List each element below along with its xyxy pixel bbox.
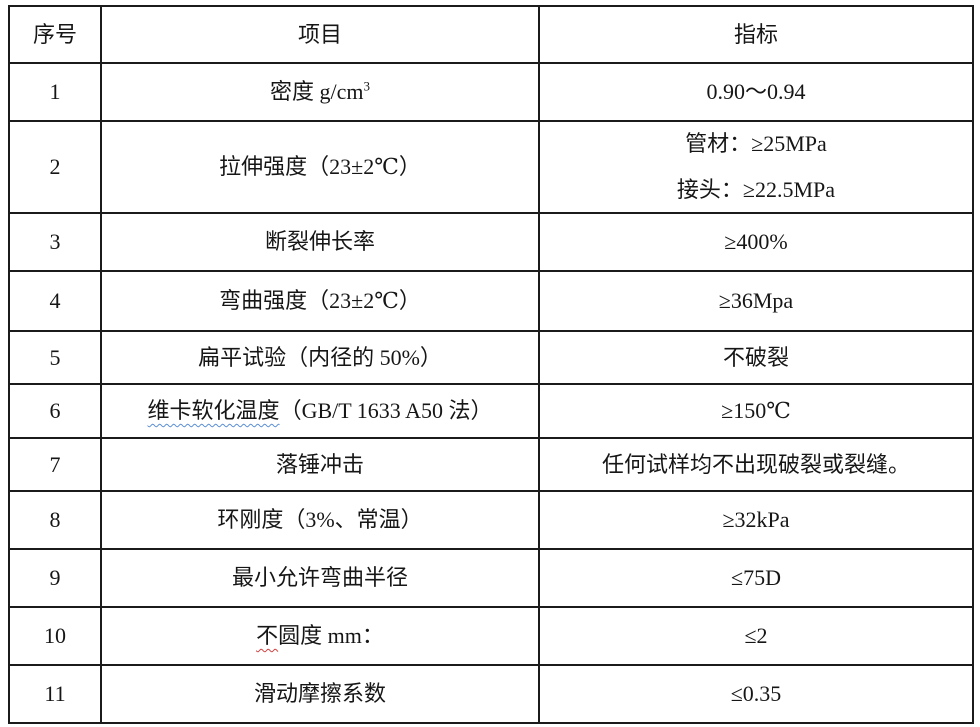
row-number-cell: 7 xyxy=(8,437,102,492)
table-row: 3 断裂伸长率 ≥400% xyxy=(8,212,974,272)
spec-table: 序号 项目 指标 1 密度 g/cm3 0.90～0.94 2 拉伸强度（23±… xyxy=(8,5,974,724)
row-number-cell: 8 xyxy=(8,490,102,550)
superscript-text: 3 xyxy=(363,78,371,94)
table-row: 2 拉伸强度（23±2℃） 管材：≥25MPa 接头：≥22.5MPa xyxy=(8,120,974,214)
value-cell: ≥36Mpa xyxy=(538,270,974,332)
item-text: 圆度 mm： xyxy=(278,623,384,649)
row-number-cell: 3 xyxy=(8,212,102,272)
value-cell: ≥32kPa xyxy=(538,490,974,550)
value-cell: ≤0.35 xyxy=(538,664,974,724)
row-number-cell: 2 xyxy=(8,120,102,214)
table-row: 7 落锤冲击 任何试样均不出现破裂或裂缝。 xyxy=(8,437,974,492)
item-cell: 断裂伸长率 xyxy=(100,212,540,272)
table-row: 5 扁平试验（内径的 50%） 不破裂 xyxy=(8,330,974,385)
row-number-cell: 10 xyxy=(8,606,102,666)
table-row: 4 弯曲强度（23±2℃） ≥36Mpa xyxy=(8,270,974,332)
item-text-spellchecked: 不 xyxy=(256,623,279,649)
item-cell: 滑动摩擦系数 xyxy=(100,664,540,724)
row-number-cell: 6 xyxy=(8,383,102,439)
value-cell: ≥400% xyxy=(538,212,974,272)
value-cell: 管材：≥25MPa 接头：≥22.5MPa xyxy=(538,120,974,214)
value-cell: 0.90～0.94 xyxy=(538,62,974,122)
item-cell: 拉伸强度（23±2℃） xyxy=(100,120,540,214)
item-text-spellchecked: 维卡软化温度 xyxy=(147,398,280,424)
row-number-cell: 11 xyxy=(8,664,102,724)
table-row: 9 最小允许弯曲半径 ≤75D xyxy=(8,548,974,608)
row-number-cell: 4 xyxy=(8,270,102,332)
table-row: 8 环刚度（3%、常温） ≥32kPa xyxy=(8,490,974,550)
value-lines: 管材：≥25MPa 接头：≥22.5MPa xyxy=(544,129,968,204)
value-cell: 不破裂 xyxy=(538,330,974,385)
item-cell: 不圆度 mm： xyxy=(100,606,540,666)
col-header-number: 序号 xyxy=(8,5,102,64)
table-row: 1 密度 g/cm3 0.90～0.94 xyxy=(8,62,974,122)
header-row: 序号 项目 指标 xyxy=(8,5,974,64)
item-cell: 弯曲强度（23±2℃） xyxy=(100,270,540,332)
item-cell: 落锤冲击 xyxy=(100,437,540,492)
value-cell: ≤75D xyxy=(538,548,974,608)
table-row: 10 不圆度 mm： ≤2 xyxy=(8,606,974,666)
row-number-cell: 9 xyxy=(8,548,102,608)
item-cell: 维卡软化温度（GB/T 1633 A50 法） xyxy=(100,383,540,439)
value-cell: ≥150℃ xyxy=(538,383,974,439)
row-number-cell: 5 xyxy=(8,330,102,385)
item-cell: 最小允许弯曲半径 xyxy=(100,548,540,608)
table-row: 11 滑动摩擦系数 ≤0.35 xyxy=(8,664,974,724)
col-header-spec: 指标 xyxy=(538,5,974,64)
item-text: （GB/T 1633 A50 法） xyxy=(279,398,493,424)
value-cell: ≤2 xyxy=(538,606,974,666)
value-line: 管材：≥25MPa xyxy=(685,131,827,157)
col-header-item: 项目 xyxy=(100,5,540,64)
row-number-cell: 1 xyxy=(8,62,102,122)
item-cell: 密度 g/cm3 xyxy=(100,62,540,122)
table-row: 6 维卡软化温度（GB/T 1633 A50 法） ≥150℃ xyxy=(8,383,974,439)
item-cell: 环刚度（3%、常温） xyxy=(100,490,540,550)
item-text: 密度 g/cm xyxy=(270,79,364,105)
value-cell: 任何试样均不出现破裂或裂缝。 xyxy=(538,437,974,492)
value-line: 接头：≥22.5MPa xyxy=(676,177,836,202)
item-cell: 扁平试验（内径的 50%） xyxy=(100,330,540,385)
